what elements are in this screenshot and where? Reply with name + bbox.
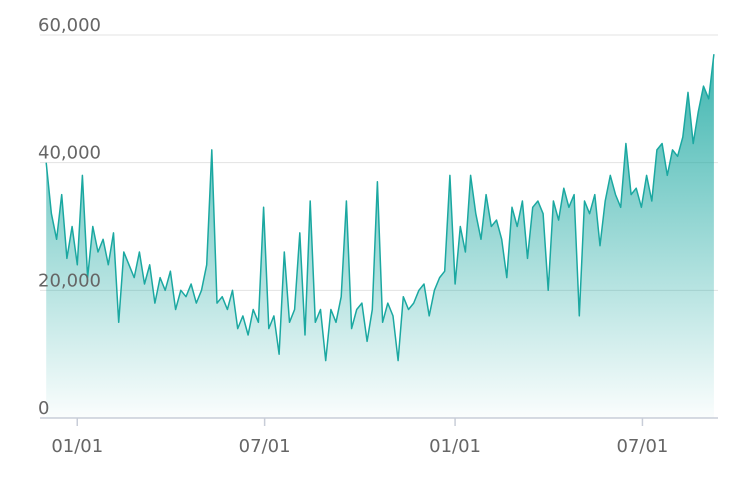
y-tick-label: 40,000 [38,143,101,164]
x-tick-label: 01/01 [51,436,103,457]
y-tick-label: 20,000 [38,270,101,291]
x-tick-label: 01/01 [429,436,481,457]
area-fill [46,54,714,418]
x-tick-label: 07/01 [239,436,291,457]
x-tick-label: 07/01 [616,436,668,457]
y-tick-label: 0 [38,398,49,419]
line [45,54,715,362]
y-tick-label: 60,000 [38,15,101,36]
